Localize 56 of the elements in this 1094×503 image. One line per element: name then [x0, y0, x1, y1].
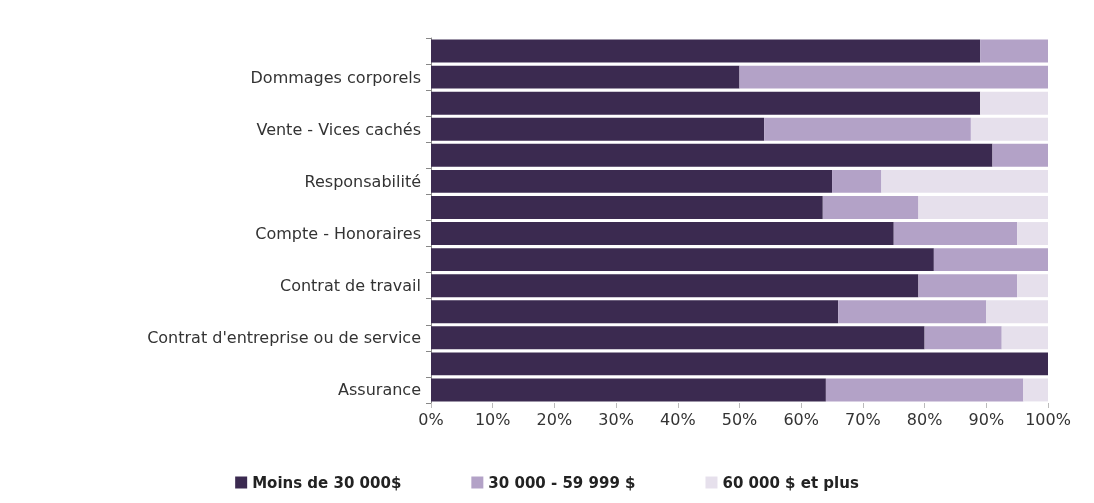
bar — [970, 117, 1048, 141]
x-tick-label: 100% — [1025, 409, 1071, 429]
bar — [1023, 378, 1048, 402]
bar — [431, 222, 894, 246]
bar — [431, 248, 934, 272]
bar — [739, 65, 1048, 89]
y-tick-label: Compte - Honoraires — [255, 224, 421, 244]
bar — [893, 222, 1018, 246]
bar — [431, 326, 925, 350]
bar — [881, 169, 1048, 193]
bar — [431, 378, 826, 402]
y-tick-label: Responsabilité — [304, 171, 421, 191]
bar — [431, 195, 823, 219]
bar — [986, 300, 1048, 324]
bar — [980, 91, 1048, 115]
bar — [832, 169, 882, 193]
bar — [431, 274, 919, 298]
bar — [822, 195, 919, 219]
bar — [1001, 326, 1048, 350]
legend-label: Moins de 30 000$ — [252, 473, 402, 492]
x-tick-label: 10% — [474, 409, 511, 429]
bar — [980, 39, 1048, 63]
x-tick-label: 0% — [418, 409, 444, 429]
y-tick-label: Dommages corporels — [250, 67, 421, 87]
bar — [825, 378, 1024, 402]
bar — [431, 91, 981, 115]
y-tick-label: Assurance — [338, 380, 421, 400]
bar — [431, 352, 1048, 376]
x-tick-label: 40% — [660, 409, 696, 429]
y-tick-label: Contrat d'entreprise ou de service — [147, 328, 421, 348]
y-tick-label: Vente - Vices cachés — [256, 119, 421, 139]
x-tick-label: 80% — [906, 409, 943, 429]
bar — [431, 65, 740, 89]
x-tick-label: 50% — [721, 409, 758, 429]
x-tick-label: 70% — [845, 409, 881, 429]
bar — [431, 169, 833, 193]
bar — [1017, 274, 1048, 298]
bar — [924, 326, 1002, 350]
bar — [992, 143, 1048, 167]
bar — [764, 117, 971, 141]
bar — [431, 39, 981, 63]
bar — [431, 300, 839, 324]
x-tick-label: 20% — [536, 409, 573, 429]
legend-label: 60 000 $ et plus — [722, 473, 859, 492]
bar — [431, 143, 993, 167]
bar — [918, 195, 1048, 219]
bar — [431, 117, 765, 141]
bar — [1017, 222, 1048, 246]
bar — [838, 300, 987, 324]
x-tick-label: 60% — [783, 409, 819, 429]
bar — [933, 248, 1048, 272]
x-tick-label: 90% — [968, 409, 1005, 429]
y-tick-label: Contrat de travail — [279, 276, 421, 296]
bar — [918, 274, 1018, 298]
legend-label: 30 000 - 59 999 $ — [488, 473, 636, 492]
x-tick-label: 30% — [598, 409, 634, 429]
